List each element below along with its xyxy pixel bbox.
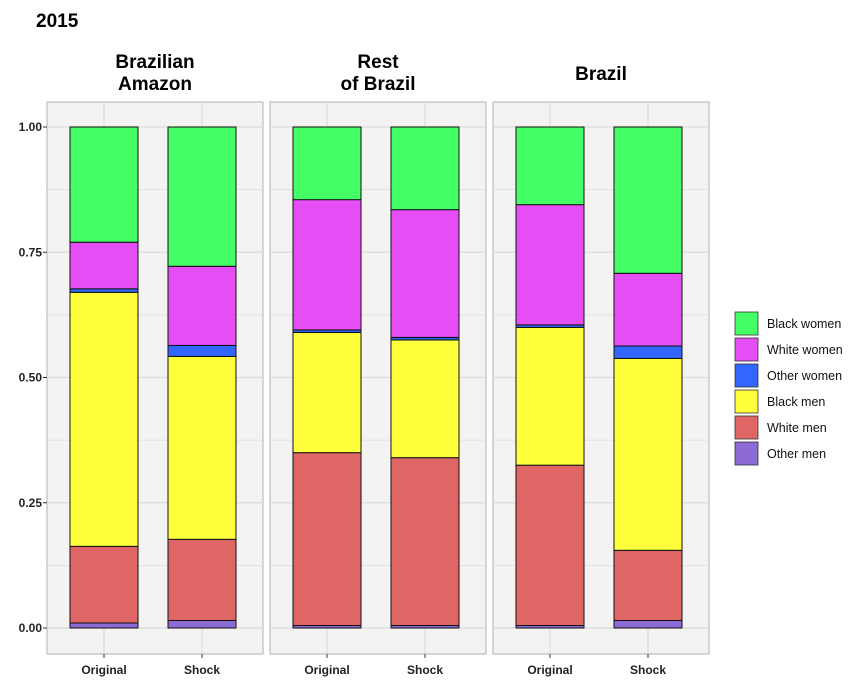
panel-title: Brazil (575, 64, 627, 85)
bar-segment (613, 272, 683, 347)
bar-segment (167, 126, 237, 267)
bar-segment (167, 619, 237, 629)
legend-item: White women (734, 337, 843, 362)
bar-segment (69, 126, 139, 243)
legend-item: White men (734, 415, 827, 440)
x-tick-label: Original (527, 663, 572, 677)
y-tick-label: 0.75 (19, 245, 43, 259)
bar-segment (613, 345, 683, 359)
bar-segment (390, 209, 460, 338)
panel-title: Rest (357, 52, 399, 73)
legend-item: Black men (734, 389, 825, 414)
y-tick-label: 1.00 (19, 120, 43, 134)
bar-segment (390, 339, 460, 459)
y-axis: 0.00 0.25 0.50 0.75 1.00 (19, 120, 47, 635)
legend-item: Black women (734, 311, 841, 336)
bar-segment (167, 265, 237, 346)
panel-title: Amazon (118, 74, 192, 95)
legend-label: White women (767, 343, 843, 357)
bar-segment (69, 241, 139, 290)
legend-label: Black men (767, 395, 825, 409)
legend-swatch (734, 441, 759, 466)
bar-segment (613, 619, 683, 629)
panel-title: of Brazil (341, 74, 416, 95)
bar-segment (167, 538, 237, 621)
x-tick-label: Original (304, 663, 349, 677)
chart-title: 2015 (36, 11, 79, 32)
x-tick-label: Shock (184, 663, 220, 677)
legend-swatch (734, 389, 759, 414)
bar-segment (292, 126, 362, 201)
legend-label: Black women (767, 317, 841, 331)
bar-segment (515, 326, 585, 466)
bar-segment (292, 452, 362, 626)
legend-item: Other women (734, 363, 842, 388)
bar-segment (515, 204, 585, 326)
legend-label: White men (767, 421, 827, 435)
bar-segment (69, 288, 139, 293)
bar-segment (292, 331, 362, 454)
bar-segment (167, 355, 237, 540)
bar-segment (613, 126, 683, 274)
legend-swatch (734, 363, 759, 388)
bar-segment (292, 199, 362, 331)
bar-segment (390, 126, 460, 211)
legend-swatch (734, 415, 759, 440)
legend: Black women White women Other women Black m… (734, 311, 843, 466)
bar-segment (69, 622, 139, 629)
x-tick-label: Shock (630, 663, 666, 677)
legend-label: Other women (767, 369, 842, 383)
x-tick-label: Original (81, 663, 126, 677)
y-tick-label: 0.50 (19, 371, 43, 385)
legend-label: Other men (767, 447, 826, 461)
y-tick-label: 0.25 (19, 496, 43, 510)
bar-segment (167, 344, 237, 357)
bar-segment (613, 357, 683, 551)
legend-swatch (734, 311, 759, 336)
bar-segment (69, 545, 139, 624)
legend-swatch (734, 337, 759, 362)
x-tick-label: Shock (407, 663, 443, 677)
facet-panel: Brazil Original Shock (492, 64, 710, 677)
bar-segment (515, 464, 585, 626)
bar-segment (69, 291, 139, 547)
panel-title: Brazilian (115, 52, 194, 73)
bar-segment (515, 126, 585, 206)
bar-segment (613, 549, 683, 621)
bar-segment (390, 457, 460, 626)
legend-item: Other men (734, 441, 826, 466)
y-tick-label: 0.00 (19, 621, 43, 635)
